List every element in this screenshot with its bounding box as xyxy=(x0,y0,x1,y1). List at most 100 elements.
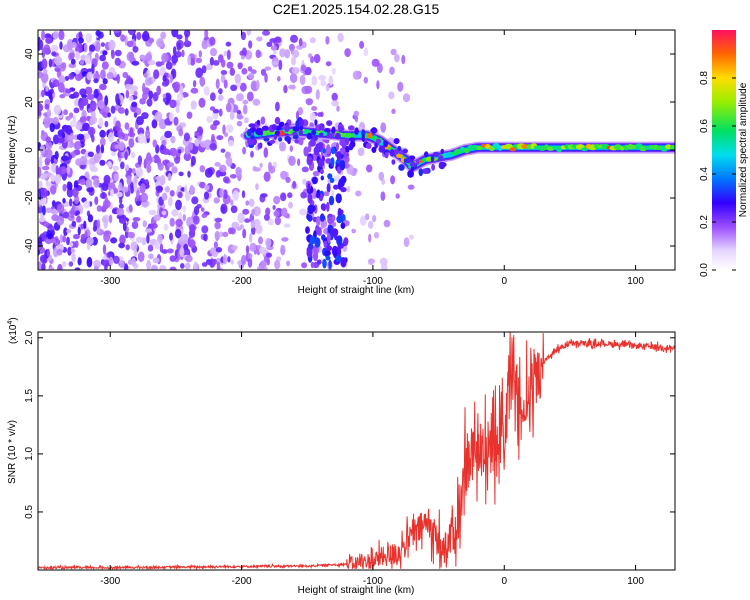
noise-speck xyxy=(178,128,184,137)
signal-halo xyxy=(269,139,276,144)
noise-speck xyxy=(209,143,217,151)
signal-halo xyxy=(271,124,277,130)
noise-speck xyxy=(86,93,95,100)
signal-halo xyxy=(403,158,408,163)
noise-speck xyxy=(192,215,200,225)
noise-speck xyxy=(62,197,66,204)
noise-speck xyxy=(79,88,87,96)
noise-speck xyxy=(222,124,226,135)
noise-speck xyxy=(172,81,181,92)
noise-speck xyxy=(256,36,263,42)
noise-speck xyxy=(95,41,101,52)
noise-speck xyxy=(314,237,321,248)
signal-halo xyxy=(287,138,291,145)
noise-speck xyxy=(316,225,321,235)
noise-speck xyxy=(275,101,280,112)
noise-speck xyxy=(213,120,220,126)
noise-speck xyxy=(71,252,76,262)
noise-speck xyxy=(331,67,336,75)
noise-speck xyxy=(53,104,62,115)
noise-speck xyxy=(323,240,328,248)
noise-speck xyxy=(209,36,216,46)
noise-speck xyxy=(330,190,335,198)
noise-speck xyxy=(248,72,255,80)
noise-speck xyxy=(326,201,330,212)
noise-speck xyxy=(71,41,77,48)
noise-speck xyxy=(214,221,221,230)
noise-speck xyxy=(220,148,226,153)
noise-speck xyxy=(231,221,240,229)
noise-speck xyxy=(163,223,169,231)
noise-speck xyxy=(159,207,164,218)
noise-speck xyxy=(103,219,108,229)
noise-speck xyxy=(318,74,326,81)
noise-speck xyxy=(49,93,53,104)
snr-y-scale-label: (x104) xyxy=(7,317,19,344)
spectrogram-x-ticks: -300 -200 -100 0 100 xyxy=(100,30,644,287)
noise-speck xyxy=(101,61,109,70)
noise-speck xyxy=(87,126,96,136)
noise-speck xyxy=(301,41,307,49)
noise-speck xyxy=(169,74,173,84)
noise-speck xyxy=(179,247,185,258)
noise-speck xyxy=(337,181,342,190)
noise-speck xyxy=(144,179,150,188)
noise-speck xyxy=(114,49,122,57)
noise-speck xyxy=(266,252,272,258)
noise-speck xyxy=(161,192,168,201)
noise-speck xyxy=(190,87,199,94)
noise-speck xyxy=(368,233,372,243)
noise-speck xyxy=(125,89,130,99)
noise-speck xyxy=(220,59,226,68)
noise-speck xyxy=(180,263,185,269)
noise-speck xyxy=(116,73,121,84)
noise-speck xyxy=(260,260,267,269)
noise-speck xyxy=(336,151,342,162)
colorbar-tick-label: 0.2 xyxy=(699,215,710,229)
noise-speck xyxy=(301,262,308,269)
noise-speck xyxy=(75,210,80,216)
spectrogram-y-tick-label: 0 xyxy=(24,147,35,153)
noise-speck xyxy=(162,75,167,82)
noise-speck xyxy=(38,166,42,178)
noise-speck xyxy=(378,171,385,181)
noise-speck xyxy=(304,85,313,94)
noise-speck xyxy=(175,199,182,211)
signal-halo xyxy=(374,142,378,149)
signal-halo xyxy=(347,125,355,131)
noise-speck xyxy=(51,162,57,173)
noise-speck xyxy=(300,64,307,72)
signal-halo xyxy=(299,118,305,127)
noise-speck xyxy=(45,136,51,143)
noise-speck xyxy=(74,47,80,52)
noise-speck xyxy=(241,47,247,57)
noise-speck xyxy=(135,107,142,116)
noise-speck xyxy=(99,159,106,166)
noise-speck xyxy=(50,208,59,215)
noise-speck xyxy=(277,76,281,82)
noise-speck xyxy=(120,161,125,170)
noise-speck xyxy=(68,73,75,80)
noise-speck xyxy=(175,105,180,114)
noise-speck xyxy=(38,103,44,112)
noise-speck xyxy=(92,225,97,232)
snr-scale-exponent: 4 xyxy=(7,321,14,325)
noise-speck xyxy=(104,95,109,106)
noise-speck xyxy=(95,30,101,36)
noise-speck xyxy=(191,196,199,205)
noise-speck xyxy=(78,37,84,44)
noise-speck xyxy=(119,197,123,205)
signal-halo xyxy=(247,129,251,137)
noise-speck xyxy=(229,174,237,179)
noise-speck xyxy=(136,31,142,41)
noise-speck xyxy=(373,231,380,239)
noise-speck xyxy=(359,215,367,226)
noise-speck xyxy=(146,164,152,174)
noise-speck xyxy=(226,61,234,69)
noise-speck xyxy=(328,195,335,206)
noise-speck xyxy=(66,181,72,191)
noise-speck xyxy=(223,50,228,57)
noise-speck xyxy=(255,79,260,90)
noise-speck xyxy=(283,84,288,94)
noise-speck xyxy=(297,107,304,116)
